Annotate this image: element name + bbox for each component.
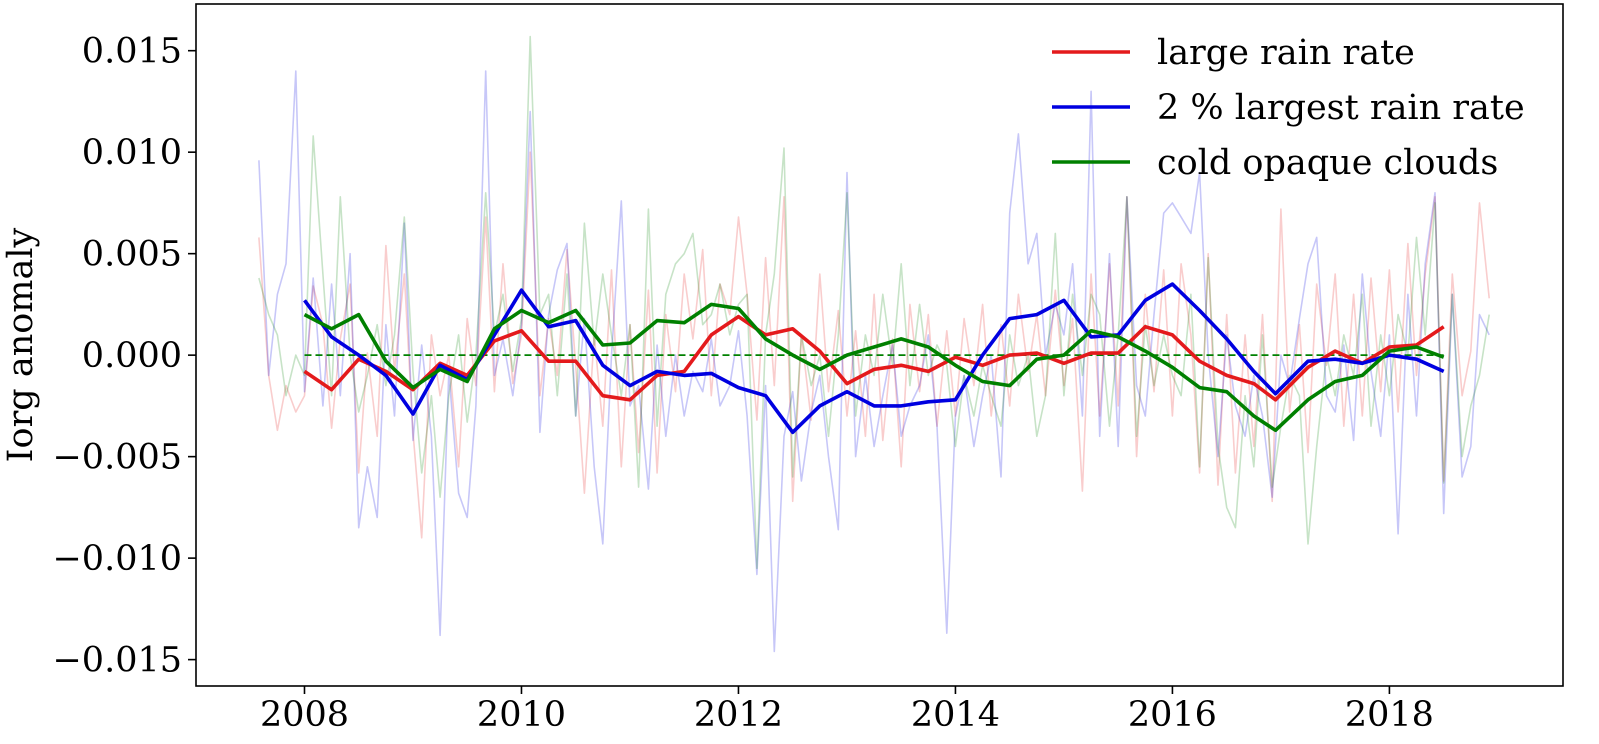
y-axis-label: Iorg anomaly bbox=[1, 227, 41, 462]
x-tick-label: 2008 bbox=[260, 695, 349, 735]
y-tick-label: 0.015 bbox=[82, 32, 182, 72]
monthly-series-line-5 bbox=[258, 35, 1490, 570]
monthly-series-layer bbox=[258, 35, 1490, 653]
x-tick-label: 2014 bbox=[911, 695, 1000, 735]
plot-frame bbox=[195, 3, 1564, 687]
x-tick-label: 2018 bbox=[1345, 695, 1434, 735]
x-tick-label: 2012 bbox=[694, 695, 783, 735]
legend-label: 2 % largest rain rate bbox=[1157, 88, 1525, 128]
x-tick-label: 2010 bbox=[477, 695, 566, 735]
axis-ticks: 2008 2010 2012 2014 2016 2018 −0.015 −0.010 −0.0… bbox=[52, 32, 1433, 735]
y-tick-label: −0.015 bbox=[52, 641, 182, 681]
smoothed-series-line-2 bbox=[303, 302, 1445, 433]
smoothed-series-layer bbox=[303, 282, 1445, 435]
x-tick-label: 2016 bbox=[1128, 695, 1217, 735]
y-tick-label: 0.000 bbox=[82, 336, 182, 376]
legend-label: cold opaque clouds bbox=[1157, 143, 1498, 183]
legend: large rain rate 2 % largest rain rate cold… bbox=[1052, 33, 1525, 183]
y-tick-label: 0.010 bbox=[82, 133, 182, 173]
monthly-series-line-3 bbox=[258, 151, 1490, 539]
smoothed-series-line-0 bbox=[303, 314, 1445, 402]
y-tick-label: 0.005 bbox=[82, 235, 182, 275]
monthly-series-line-4 bbox=[258, 70, 1490, 653]
y-tick-label: −0.005 bbox=[52, 438, 182, 478]
legend-label: large rain rate bbox=[1157, 33, 1415, 73]
y-tick-label: −0.010 bbox=[52, 539, 182, 579]
smoothed-series-line-1 bbox=[303, 282, 1445, 435]
